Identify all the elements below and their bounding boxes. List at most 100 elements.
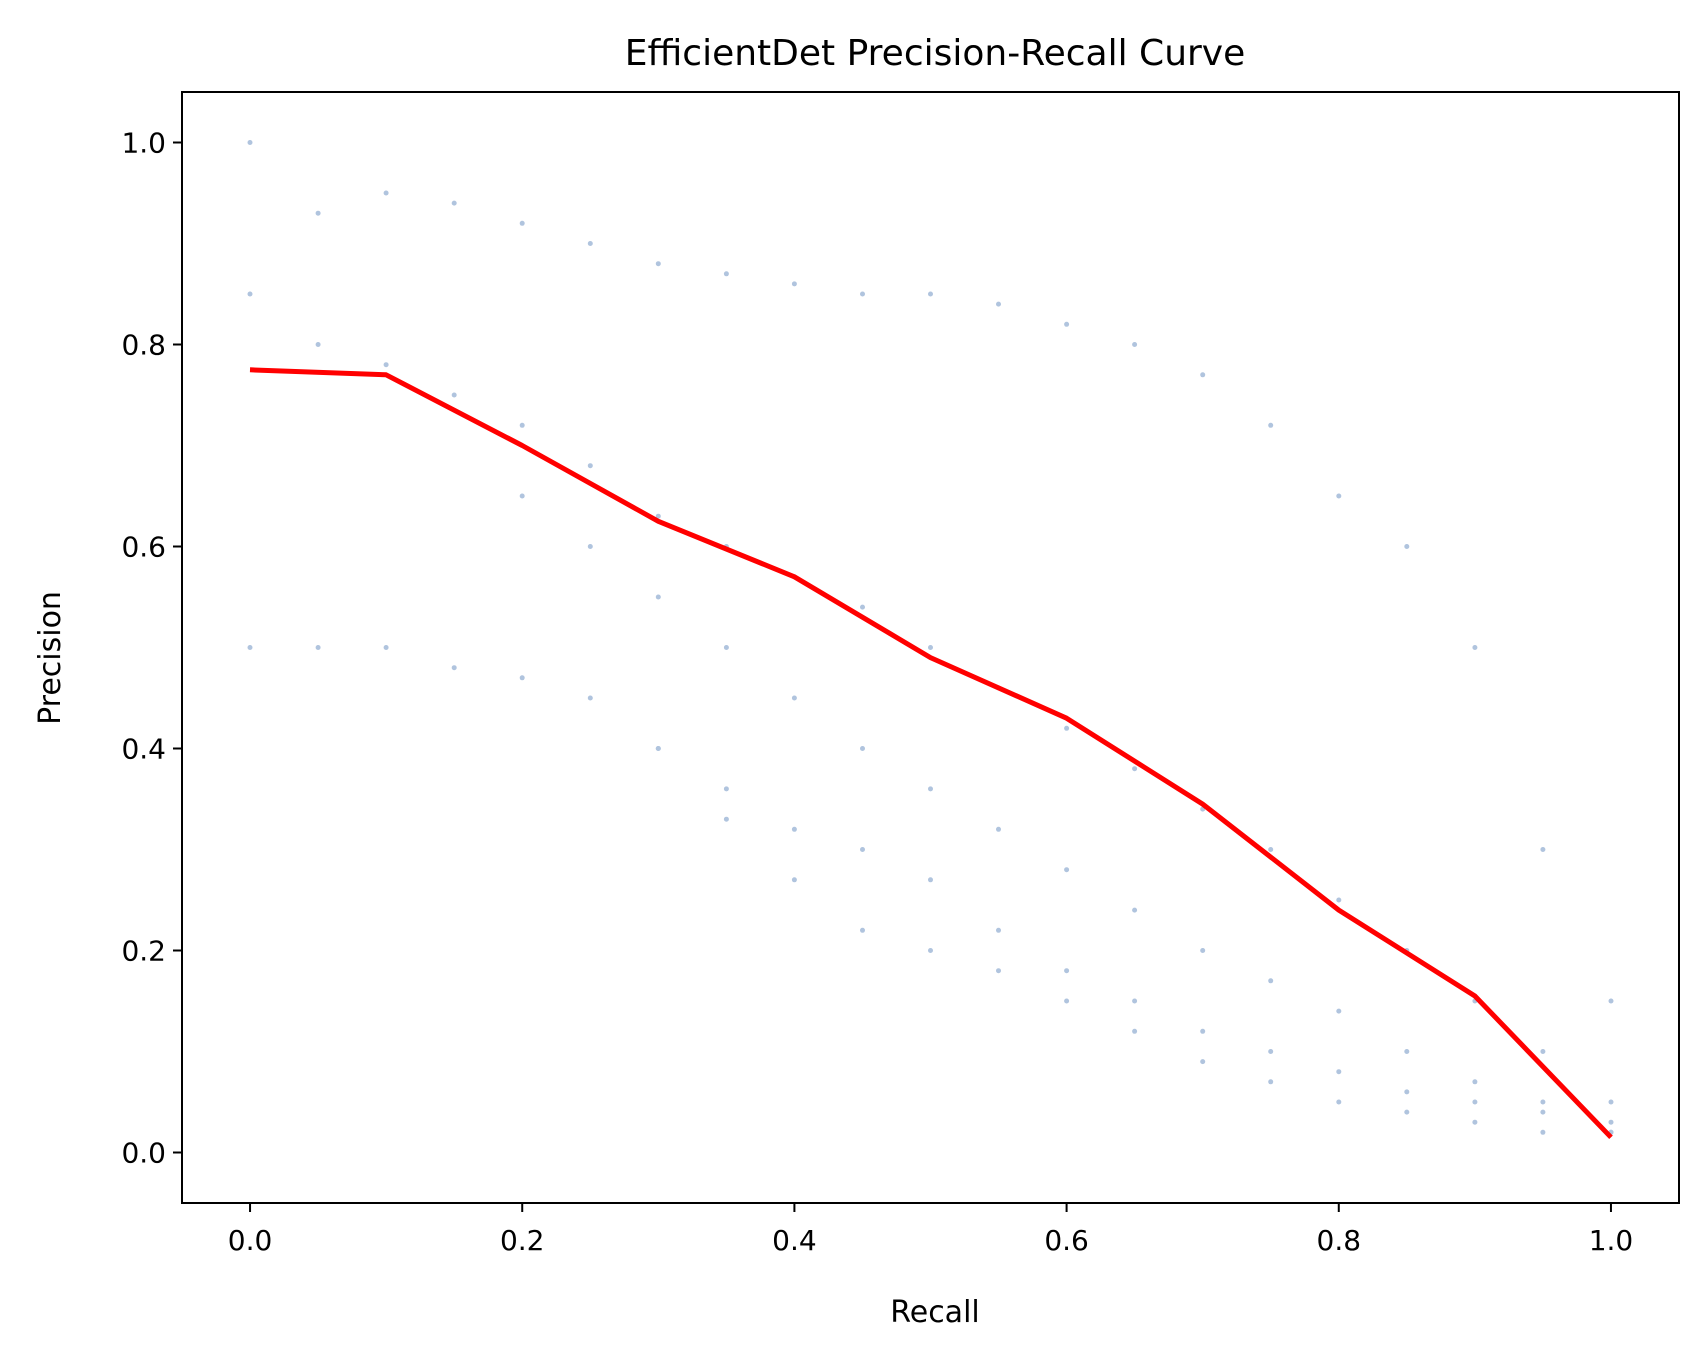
scatter-point — [1472, 1119, 1478, 1125]
scatter-point — [1608, 998, 1614, 1004]
scatter-point — [315, 645, 321, 650]
scatter-point — [315, 210, 321, 216]
scatter-point — [1404, 1089, 1410, 1095]
scatter-point — [1540, 847, 1546, 852]
scatter-point — [928, 877, 933, 883]
scatter-point — [860, 291, 865, 297]
y-tick-label: 0.0 — [121, 1137, 166, 1170]
scatter-point — [1336, 1099, 1342, 1105]
scatter-point — [1404, 1049, 1410, 1054]
scatter-point — [519, 422, 525, 428]
scatter-point — [1132, 342, 1138, 347]
scatter-point — [383, 190, 389, 196]
scatter-point — [928, 645, 933, 650]
scatter-point — [860, 746, 865, 751]
scatter-point — [996, 301, 1001, 307]
y-axis-label: Precision — [33, 591, 68, 725]
x-tick-label: 0.2 — [500, 1224, 545, 1257]
scatter-point — [1540, 1099, 1546, 1105]
scatter-point — [587, 463, 593, 469]
scatter-point — [928, 948, 933, 953]
scatter-point — [1132, 766, 1138, 772]
scatter-point — [655, 513, 661, 519]
scatter-point — [1472, 1079, 1478, 1085]
scatter-point — [519, 493, 525, 499]
y-tick-label: 0.8 — [121, 329, 166, 362]
x-axis-label: Recall — [890, 1295, 980, 1330]
x-tick-label: 0.0 — [228, 1224, 273, 1257]
scatter-point — [1472, 645, 1478, 650]
y-axis: 0.0 0.2 0.4 0.6 0.8 1.0 — [121, 127, 182, 1170]
scatter-point — [928, 786, 933, 792]
scatter-point — [519, 220, 525, 226]
scatter-point — [1064, 321, 1070, 327]
scatter-point — [996, 968, 1001, 974]
scatter-point — [1540, 1129, 1546, 1135]
scatter-point — [1540, 1109, 1546, 1115]
scatter-point — [1336, 1069, 1342, 1075]
scatter-point — [451, 200, 457, 206]
scatter-point — [723, 645, 729, 650]
scatter-point — [791, 826, 797, 832]
scatter-point — [1064, 725, 1070, 731]
scatter-point — [655, 746, 661, 751]
scatter-point — [1064, 968, 1070, 974]
scatter-point — [1336, 1008, 1342, 1014]
scatter-point — [1132, 998, 1138, 1004]
scatter-point — [1608, 1099, 1614, 1105]
scatter-point — [860, 927, 865, 933]
scatter-point — [383, 645, 389, 650]
scatter-point — [1200, 1028, 1206, 1034]
scatter-point — [996, 826, 1001, 832]
scatter-point — [1200, 372, 1206, 378]
y-tick-label: 0.2 — [121, 935, 166, 968]
scatter-point — [860, 604, 865, 610]
scatter-point — [1608, 1119, 1614, 1125]
scatter-point — [655, 594, 661, 600]
scatter-point — [587, 241, 593, 246]
scatter-point — [1336, 897, 1342, 903]
y-tick-label: 0.4 — [121, 733, 166, 766]
scatter-point — [451, 665, 457, 671]
scatter-point — [1200, 1059, 1206, 1065]
scatter-layer — [247, 140, 1614, 1135]
x-tick-label: 0.8 — [1317, 1224, 1362, 1257]
mean-line-layer — [249, 367, 1613, 1140]
scatter-point — [1064, 867, 1070, 873]
plot-area-frame — [181, 91, 1680, 1204]
scatter-point — [451, 392, 457, 398]
scatter-point — [587, 695, 593, 701]
scatter-point — [1404, 1109, 1410, 1115]
x-tick-label: 1.0 — [1589, 1224, 1634, 1257]
x-tick-label: 0.6 — [1044, 1224, 1089, 1257]
scatter-point — [1268, 1049, 1274, 1054]
scatter-point — [247, 140, 253, 145]
scatter-point — [1064, 998, 1070, 1004]
scatter-point — [519, 675, 525, 681]
scatter-point — [1472, 1099, 1478, 1105]
scatter-point — [1336, 493, 1342, 499]
scatter-point — [1268, 1079, 1274, 1085]
scatter-point — [587, 544, 593, 549]
mean-pr-line — [249, 367, 1613, 1140]
scatter-point — [791, 877, 797, 883]
scatter-point — [1268, 422, 1274, 428]
scatter-point — [723, 816, 729, 822]
y-tick-label: 0.6 — [121, 531, 166, 564]
scatter-point — [791, 281, 797, 287]
y-tick-label: 1.0 — [121, 127, 166, 160]
scatter-point — [383, 362, 389, 368]
x-axis: 0.0 0.2 0.4 0.6 0.8 1.0 — [228, 1203, 1633, 1257]
scatter-point — [247, 645, 253, 650]
scatter-point — [247, 291, 253, 297]
scatter-point — [723, 271, 729, 277]
scatter-point — [1268, 847, 1274, 852]
scatter-point — [315, 342, 321, 347]
scatter-point — [1132, 907, 1138, 913]
scatter-point — [791, 695, 797, 701]
scatter-point — [1268, 978, 1274, 984]
scatter-point — [655, 261, 661, 267]
scatter-point — [1132, 1028, 1138, 1034]
scatter-point — [860, 847, 865, 852]
scatter-point — [928, 291, 933, 297]
